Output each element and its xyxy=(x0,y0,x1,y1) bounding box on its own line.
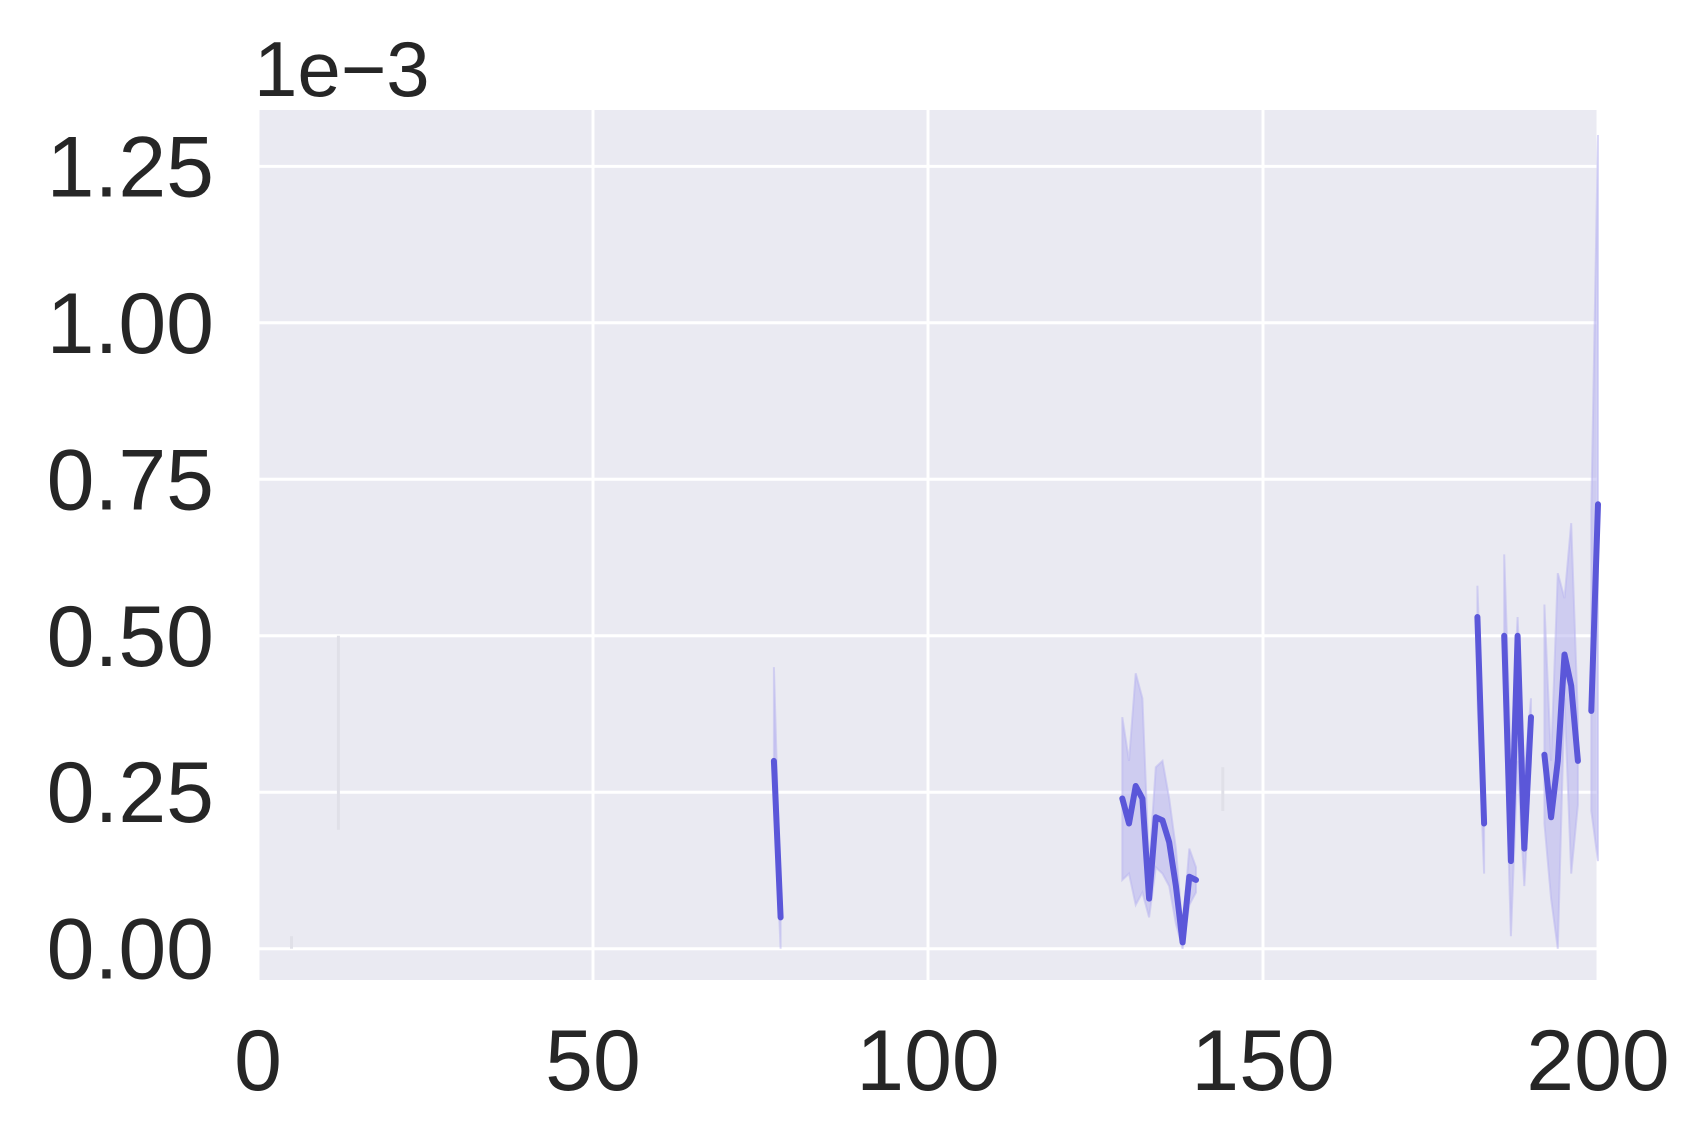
series-line-segment xyxy=(1119,783,1199,946)
series-lines xyxy=(770,501,1601,946)
y-axis-ticks: 0.00 0.25 0.50 0.75 1.00 1.25 xyxy=(47,119,214,997)
y-tick-label: 0.75 xyxy=(47,432,214,528)
y-tick-label: 1.25 xyxy=(47,119,214,215)
x-tick-label: 150 xyxy=(1191,1013,1335,1109)
y-tick-label: 1.00 xyxy=(47,276,214,372)
series-line-segment xyxy=(1501,632,1534,865)
series-line-segment xyxy=(1474,614,1488,827)
y-axis-scale-label: 1e−3 xyxy=(254,25,430,113)
x-tick-label: 100 xyxy=(856,1013,1000,1109)
x-tick-label: 0 xyxy=(234,1013,282,1109)
series-line-segment xyxy=(770,757,784,921)
x-tick-label: 200 xyxy=(1526,1013,1670,1109)
y-tick-label: 0.25 xyxy=(47,745,214,841)
x-tick-label: 50 xyxy=(545,1013,641,1109)
series-line-segment xyxy=(1588,501,1601,714)
grid xyxy=(256,110,1600,980)
x-axis-ticks: 0 50 100 150 200 xyxy=(234,1013,1670,1109)
series-line-segment xyxy=(1541,651,1581,821)
y-tick-label: 0.00 xyxy=(47,902,214,998)
y-tick-label: 0.50 xyxy=(47,589,214,685)
